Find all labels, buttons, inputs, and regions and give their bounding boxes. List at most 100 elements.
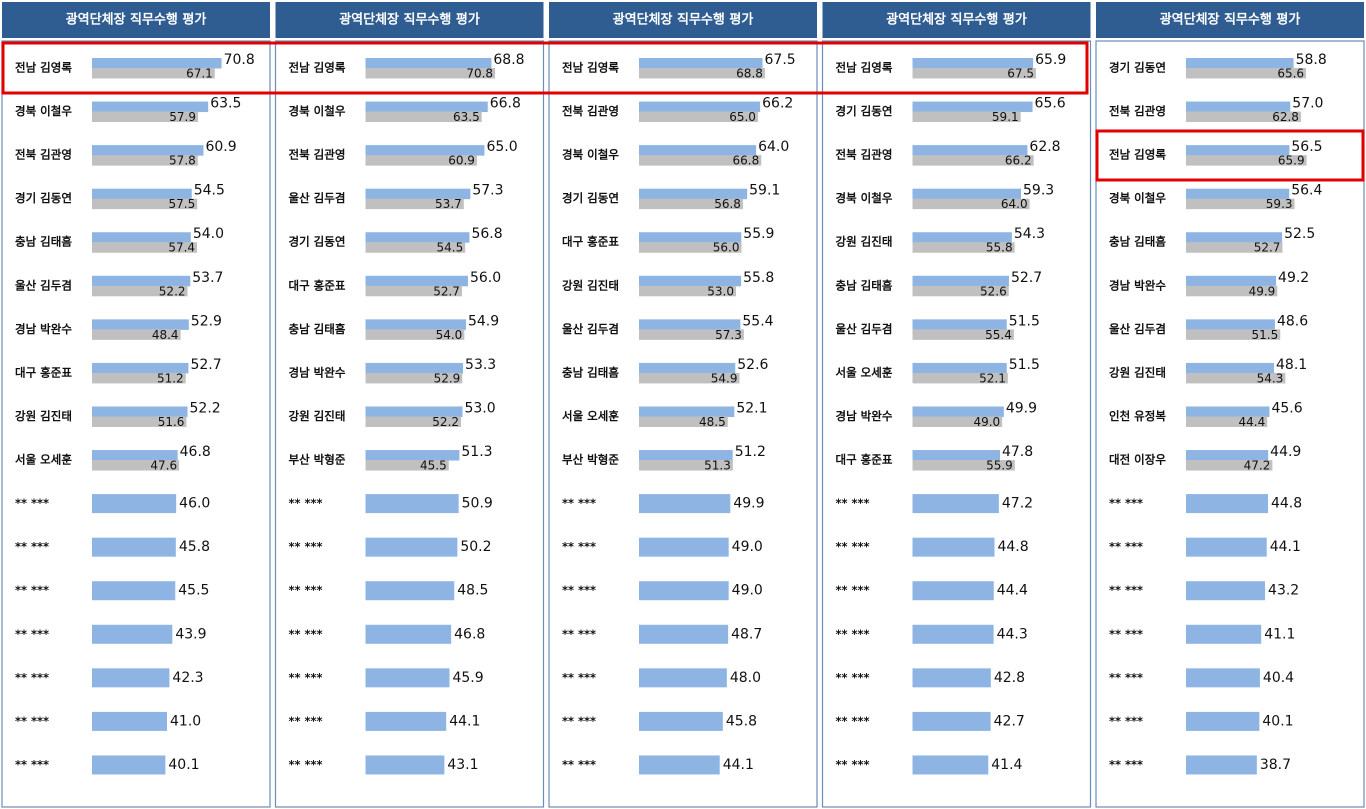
value-label: 68.8 [736,67,763,81]
bar-current [92,581,176,601]
panel-body [1095,40,1365,808]
value-label: 42.8 [994,670,1025,686]
bar-current [1186,755,1257,775]
bar-previous [912,329,1014,340]
bar-current [92,362,189,374]
bar-previous [1186,155,1307,166]
value-label: 48.7 [731,626,762,642]
bar-previous [92,111,198,123]
value-label: 46.0 [179,496,210,512]
value-label: 51.5 [1009,357,1040,373]
value-label: 65.6 [1035,96,1066,112]
value-label: 46.8 [180,444,211,460]
bar-previous [365,372,463,384]
bar-current [912,711,991,731]
bar-current [1186,624,1262,644]
bar-previous [365,285,462,297]
category-label: 울산 김두겸 [562,322,619,336]
value-label: 60.9 [205,139,236,155]
bar-current [365,275,468,287]
value-label: 51.6 [158,415,185,429]
value-label: 45.5 [178,583,209,599]
category-label: ** *** [15,583,49,597]
value-label: 48.5 [457,583,488,599]
bar-current [1186,450,1269,461]
value-label: 65.9 [1035,52,1066,68]
value-label: 52.6 [980,284,1007,298]
value-label: 56.8 [714,197,741,211]
category-label: 강원 김진태 [562,278,619,292]
category-label: ** *** [15,670,49,684]
bar-current [639,58,763,69]
bar-current [365,624,452,644]
category-label: 전남 김영록 [562,61,619,75]
value-label: 43.1 [447,757,478,773]
panel-body [274,40,545,808]
bar-current [92,319,189,330]
category-label: 전남 김영록 [1109,148,1166,162]
panel-title: 광역단체장 직무수행 평가 [66,12,207,28]
value-label: 44.8 [997,539,1028,555]
value-label: 52.7 [1254,241,1281,255]
panel-body [548,40,818,808]
bar-previous [912,285,1009,297]
value-label: 66.8 [490,96,521,112]
bar-previous [1186,329,1281,340]
category-label: 경북 이철우 [15,104,72,118]
category-label: ** *** [1109,540,1143,554]
bar-previous [92,460,180,471]
value-label: 48.4 [152,328,179,342]
bar-current [912,537,995,557]
value-label: 56.8 [471,226,502,242]
bar-current [1186,58,1294,69]
panel-title: 광역단체장 직무수행 평가 [1160,12,1301,28]
category-label: ** *** [289,540,323,554]
bar-current [92,450,178,461]
bar-previous [365,68,496,79]
value-label: 66.2 [1005,154,1032,168]
category-label: 전남 김영록 [289,61,346,75]
value-label: 52.7 [1011,270,1042,286]
value-label: 40.1 [168,757,199,773]
bar-current [365,711,447,731]
panel-title-bg [1096,2,1364,38]
category-label: ** *** [562,583,596,597]
bar-current [1186,581,1266,601]
value-label: 64.0 [1001,197,1028,211]
bar-current [1186,188,1290,200]
value-label: 43.9 [175,626,206,642]
bar-current [912,668,991,688]
value-label: 65.6 [1277,67,1304,81]
highlight-box [1,41,1089,95]
value-label: 66.2 [762,96,793,112]
value-label: 62.8 [1272,110,1299,124]
value-label: 59.3 [1023,183,1054,199]
bar-current [365,755,445,775]
value-label: 52.2 [159,284,186,298]
value-label: 55.4 [742,313,773,329]
panel-title: 광역단체장 직무수행 평가 [339,12,480,28]
bar-previous [1186,111,1301,123]
value-label: 52.9 [434,371,461,385]
category-label: 경북 이철우 [836,191,893,205]
category-label: 전남 김영록 [15,61,72,75]
bar-current [912,362,1007,374]
bar-current [912,494,999,514]
category-label: 울산 김두겸 [289,191,346,205]
category-label: 전북 김관영 [289,148,346,162]
panel-title: 광역단체장 직무수행 평가 [613,12,754,28]
value-label: 63.5 [453,110,480,124]
bar-current [92,188,192,200]
bar-previous [92,68,215,79]
category-label: 울산 김두겸 [1109,322,1166,336]
category-label: 경기 김동연 [562,191,619,205]
value-label: 52.2 [432,415,459,429]
category-label: 충남 김태흠 [1109,235,1166,249]
value-label: 50.2 [460,539,491,555]
category-label: 경남 박완수 [1109,278,1166,292]
category-label: ** *** [15,757,49,771]
value-label: 57.3 [715,328,742,342]
panel-title-bg [2,2,270,38]
bar-previous [639,198,743,210]
category-label: 충남 김태흠 [15,235,72,249]
